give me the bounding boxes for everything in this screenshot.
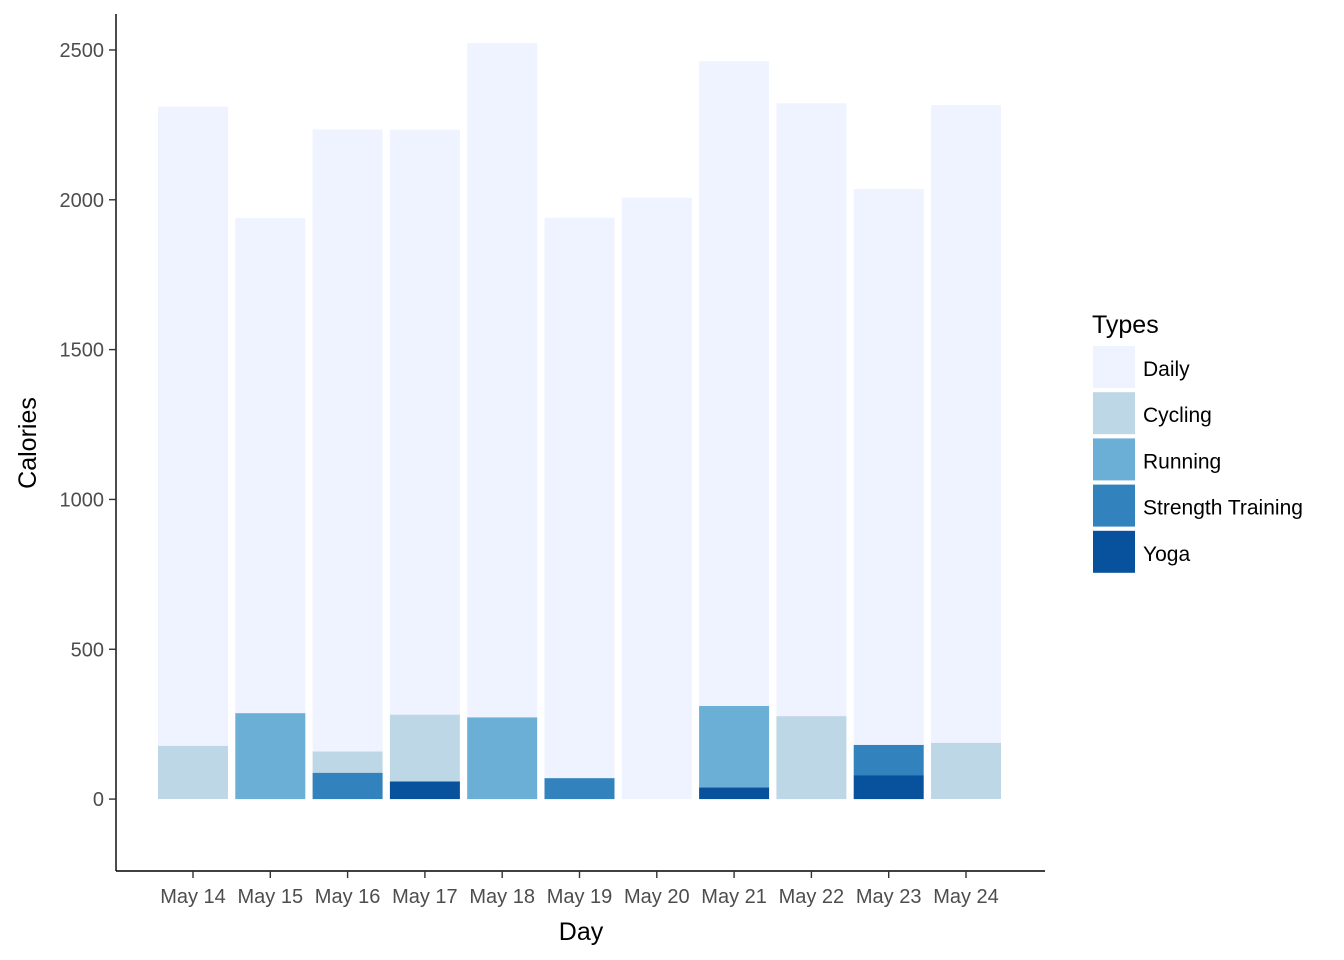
legend-label-yoga: Yoga (1143, 543, 1190, 566)
bar-segment-running-may-18 (467, 717, 538, 800)
x-tick-label: May 20 (624, 886, 690, 908)
x-tick-label: May 17 (392, 886, 458, 908)
bar-segment-running-may-15 (235, 713, 306, 800)
x-tick-label: May 24 (933, 886, 999, 908)
legend-swatch-running (1093, 438, 1135, 481)
bar-segment-yoga-may-21 (699, 787, 770, 800)
legend-label-daily: Daily (1143, 358, 1190, 381)
legend-title: Types (1092, 311, 1159, 339)
legend-label-cycling: Cycling (1143, 404, 1212, 427)
bars-layer (158, 43, 1001, 800)
bar-segment-cycling-may-14 (158, 745, 228, 799)
y-tick-label: 0 (93, 789, 104, 811)
bar-segment-daily-may-19 (544, 217, 615, 779)
bar-segment-daily-may-22 (776, 103, 847, 717)
x-tick-label: May 23 (856, 886, 922, 908)
bar-segment-daily-may-14 (158, 106, 228, 746)
legend-label-running: Running (1143, 450, 1221, 473)
x-tick-label: May 22 (779, 886, 845, 908)
bar-segment-strength-training-may-16 (312, 772, 383, 800)
x-tick-label: May 14 (160, 886, 226, 908)
y-tick-label: 1500 (60, 340, 105, 362)
x-tick-label: May 21 (701, 886, 767, 908)
bar-segment-cycling-may-24 (931, 742, 1001, 799)
bar-segment-daily-may-18 (467, 43, 538, 718)
bar-segment-cycling-may-22 (776, 716, 847, 800)
bar-segment-cycling-may-17 (389, 714, 460, 782)
x-tick-label: May 19 (547, 886, 613, 908)
bar-segment-cycling-may-16 (312, 751, 383, 773)
bar-segment-daily-may-20 (621, 197, 692, 800)
bar-segment-yoga-may-23 (853, 775, 924, 800)
legend-swatch-daily (1093, 346, 1135, 388)
y-tick-label: 2500 (60, 40, 105, 62)
bar-segment-daily-may-16 (312, 129, 383, 752)
y-tick-label: 2000 (60, 190, 105, 212)
legend-swatch-yoga (1093, 530, 1135, 573)
y-tick-label: 500 (71, 639, 104, 661)
y-axis-title: Calories (14, 397, 42, 489)
x-ticks-layer: May 14 May 15 May 16 May 17 May 18 May 19 May … (160, 871, 999, 908)
x-axis-title: Day (559, 918, 604, 946)
bar-segment-daily-may-17 (389, 129, 460, 715)
bar-segment-yoga-may-17 (389, 781, 460, 800)
bar-segment-daily-may-24 (931, 105, 1001, 743)
x-tick-label: May 16 (315, 886, 381, 908)
bar-segment-daily-may-15 (235, 218, 306, 714)
legend: Types Daily Cycling Running Strength Traini… (1092, 311, 1303, 573)
bar-segment-strength-training-may-19 (544, 778, 615, 800)
legend-swatch-cycling (1093, 392, 1135, 435)
bar-segment-strength-training-may-23 (853, 744, 924, 776)
legend-label-strength-training: Strength Training (1143, 497, 1303, 520)
y-ticks-layer: 0 500 1000 1500 2000 2500 (60, 40, 116, 811)
x-tick-label: May 15 (238, 886, 304, 908)
bar-segment-daily-may-21 (699, 61, 770, 706)
bar-segment-daily-may-23 (853, 189, 924, 745)
y-tick-label: 1000 (60, 489, 105, 511)
bar-segment-running-may-21 (699, 705, 770, 788)
legend-swatch-strength-training (1093, 484, 1135, 527)
x-tick-label: May 18 (469, 886, 535, 908)
